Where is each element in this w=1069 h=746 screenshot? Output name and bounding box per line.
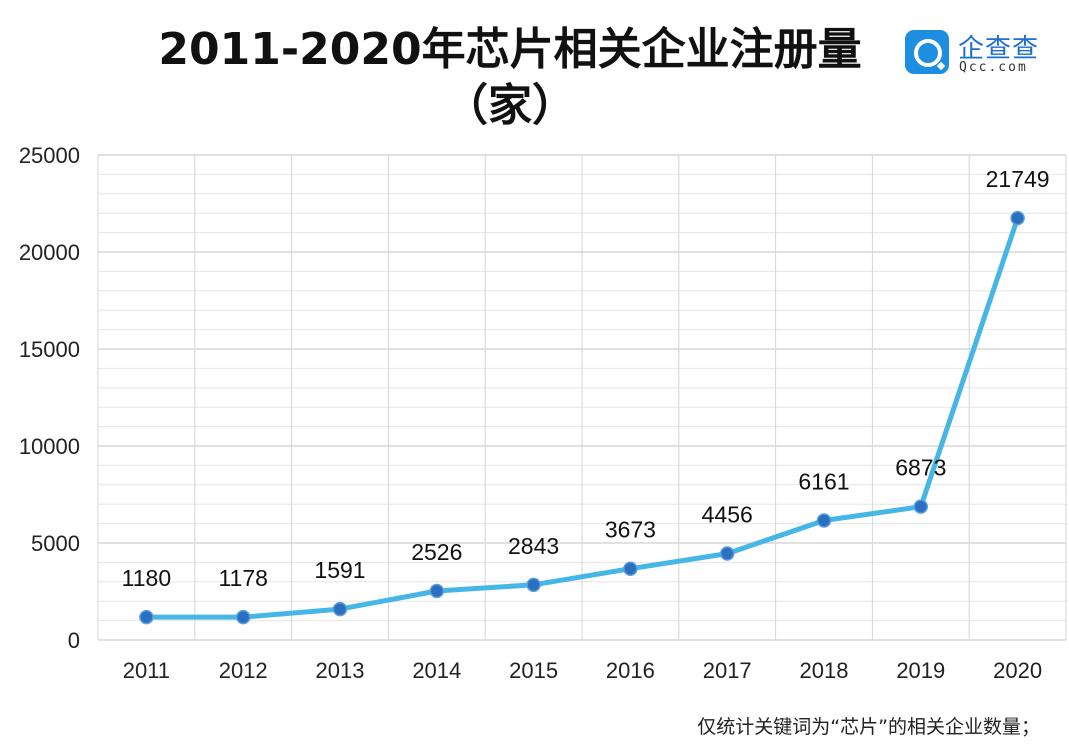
data-label: 2526 <box>411 539 462 565</box>
data-point <box>139 609 154 625</box>
x-tick-label: 2020 <box>993 658 1042 683</box>
data-label: 21749 <box>986 166 1050 192</box>
x-tick-label: 2012 <box>219 658 268 683</box>
data-point <box>332 601 348 617</box>
data-point <box>816 513 832 528</box>
grid <box>97 154 1067 641</box>
logo-name: 企查查 <box>958 34 1040 64</box>
x-tick-label: 2014 <box>412 658 461 683</box>
series-line <box>143 215 1021 620</box>
data-point <box>719 546 735 561</box>
data-label: 2843 <box>508 533 559 559</box>
data-label: 4456 <box>702 502 753 528</box>
y-tick-label: 5000 <box>31 531 80 556</box>
data-label: 1178 <box>218 565 267 591</box>
qcc-logo: 企查查 Qcc.com <box>905 30 1055 80</box>
data-label: 6873 <box>895 455 946 481</box>
data-point <box>526 577 541 593</box>
data-point <box>1010 210 1025 226</box>
y-tick-label: 10000 <box>19 434 80 459</box>
footnote: 仅统计关键词为“芯片”的相关企业数量； <box>697 716 1040 738</box>
x-tick-label: 2018 <box>800 658 849 683</box>
x-tick-label: 2016 <box>606 658 655 683</box>
x-tick-label: 2015 <box>509 658 558 683</box>
data-label: 1180 <box>122 565 171 591</box>
y-tick-label: 20000 <box>19 240 80 265</box>
data-label: 3673 <box>605 517 656 543</box>
y-tick-label: 25000 <box>19 143 80 168</box>
y-tick-label: 0 <box>68 628 80 653</box>
y-tick-label: 15000 <box>19 337 80 362</box>
x-tick-label: 2013 <box>316 658 365 683</box>
data-point <box>623 561 638 576</box>
chart-title: 2011-2020年芯片相关企业注册量（家） <box>158 24 862 131</box>
x-tick-label: 2017 <box>703 658 752 683</box>
qcc-logo-icon <box>905 30 949 74</box>
x-tick-label: 2019 <box>896 658 945 683</box>
x-tick-label: 2011 <box>123 658 170 683</box>
data-label: 6161 <box>798 468 849 494</box>
x-axis: 2011 2012 2013 2014 2015 2016 2017 2018 2019 2020 <box>123 658 1042 683</box>
data-label: 1591 <box>314 557 365 583</box>
data-point <box>429 583 445 599</box>
series <box>139 210 1025 625</box>
y-axis: 0 5000 10000 15000 20000 25000 <box>19 143 80 653</box>
logo-domain: Qcc.com <box>959 60 1028 75</box>
data-point <box>235 609 251 625</box>
data-point <box>913 499 929 514</box>
data-labels: 1180 1178 1591 2526 2843 3673 4456 6161 6873 2174… <box>122 166 1050 591</box>
